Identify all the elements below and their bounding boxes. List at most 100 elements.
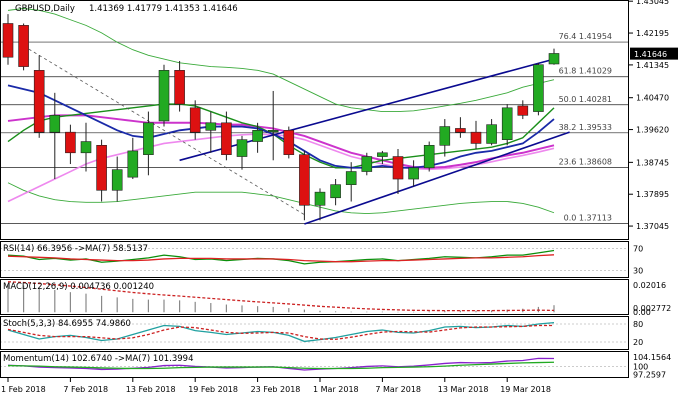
axis-tick-label: 70 bbox=[633, 245, 643, 254]
date-tick-label: 19 Mar 2018 bbox=[500, 385, 551, 394]
axis-tick-label: 80 bbox=[633, 320, 643, 329]
bull-candle bbox=[423, 144, 435, 169]
price-tick-label: 1.37895 bbox=[636, 190, 669, 199]
price-axis: 1.43045 1.42195 1.41345 1.40470 1.39620 1.387… bbox=[629, 0, 678, 231]
momentum-panel: Momentum(14) 102.6740 ->MA(7) 101.3994 bbox=[0, 351, 629, 378]
macd-panel: MACD(12,26,9) 0.004736 0.001240 bbox=[0, 279, 629, 315]
bull-candle bbox=[439, 126, 451, 146]
bear-candle bbox=[174, 70, 185, 105]
envelope-lower-line bbox=[7, 182, 555, 214]
stoch-panel: Stoch(5,3,3) 84.6955 74.9860 bbox=[0, 316, 629, 350]
bull-candle bbox=[377, 152, 388, 157]
momentum-ma-line bbox=[7, 361, 555, 370]
bull-candle bbox=[158, 70, 170, 122]
bear-candle bbox=[470, 131, 482, 144]
macd-title: MACD(12,26,9) 0.004736 0.001240 bbox=[3, 282, 154, 292]
bear-candle bbox=[455, 128, 466, 133]
price-panel: 76.4 1.41954 61.8 1.41029 50.0 1.40281 38.2… bbox=[0, 0, 629, 240]
axis-tick-label: 30 bbox=[633, 267, 643, 276]
bear-candle bbox=[392, 156, 404, 180]
date-tick-label: 13 Mar 2018 bbox=[438, 385, 489, 394]
envelope-upper-line bbox=[7, 8, 555, 113]
bull-candle bbox=[408, 167, 419, 180]
ohlc-values: 1.41369 1.41779 1.41353 1.41646 bbox=[89, 4, 238, 14]
bear-candle bbox=[221, 122, 232, 155]
bull-candle bbox=[548, 53, 560, 65]
price-tick-label: 1.39620 bbox=[636, 126, 669, 135]
bull-candle bbox=[330, 184, 341, 199]
fib-label: 38.2 1.39533 bbox=[559, 123, 612, 132]
bull-candle bbox=[143, 122, 154, 155]
date-tick-label: 7 Mar 2018 bbox=[375, 385, 421, 394]
bull-candle bbox=[501, 107, 513, 140]
bear-candle bbox=[2, 23, 14, 58]
bear-candle bbox=[96, 144, 107, 191]
bear-candle bbox=[517, 105, 529, 116]
bear-candle bbox=[65, 131, 76, 154]
macd-signal-line bbox=[7, 281, 555, 312]
rsi-axis: 70 30 bbox=[633, 245, 643, 276]
bull-candle bbox=[314, 191, 326, 206]
ma-navy-line bbox=[7, 84, 555, 169]
axis-tick-label: 104.1564 bbox=[633, 353, 671, 362]
price-tick-label: 1.37045 bbox=[636, 222, 669, 231]
date-axis: 1 Feb 2018 7 Feb 2018 13 Feb 2018 19 Feb 20… bbox=[1, 378, 551, 394]
bull-candle bbox=[267, 130, 279, 133]
diagonal-dashed-line bbox=[23, 45, 305, 215]
axis-tick-label: 20 bbox=[633, 338, 643, 347]
last-price-label: 1.41646 bbox=[634, 50, 667, 59]
symbol-label: GBPUSD,Daily bbox=[15, 4, 75, 14]
bull-candle bbox=[49, 115, 61, 133]
axis-tick-label: 0.00 bbox=[633, 308, 651, 317]
bear-candle bbox=[283, 130, 295, 155]
bull-candle bbox=[533, 64, 544, 112]
price-tick-label: 1.41345 bbox=[636, 61, 669, 70]
price-tick-label: 1.40470 bbox=[636, 94, 669, 103]
axis-tick-label: 0.002772 bbox=[633, 304, 671, 313]
price-tick-label: 1.38745 bbox=[636, 158, 669, 167]
bull-candle bbox=[345, 171, 357, 185]
axis-tick-label: 0.02016 bbox=[633, 281, 666, 290]
price-tick-label: 1.43045 bbox=[636, 0, 669, 6]
bull-candle bbox=[111, 169, 123, 191]
bull-candle bbox=[205, 122, 217, 131]
bull-candle bbox=[361, 156, 373, 172]
fib-label: 23.6 1.38608 bbox=[559, 157, 612, 166]
stoch-signal-line bbox=[7, 324, 554, 340]
bear-candle bbox=[18, 25, 29, 67]
candles bbox=[2, 14, 560, 221]
bull-candle bbox=[486, 124, 497, 144]
bull-candle bbox=[236, 139, 248, 157]
ma-magenta-line bbox=[7, 114, 555, 169]
date-tick-label: 23 Feb 2018 bbox=[251, 385, 301, 394]
channel-lower-line bbox=[304, 131, 570, 225]
rsi-title: RSI(14) 66.3956 ->MA(7) 58.5137 bbox=[3, 244, 148, 254]
stoch-main-line bbox=[7, 321, 555, 343]
axis-tick-label: 97.2597 bbox=[633, 371, 666, 380]
bull-candle bbox=[252, 130, 263, 142]
rsi-ma-line bbox=[7, 254, 555, 263]
date-tick-label: 1 Mar 2018 bbox=[313, 385, 359, 394]
date-tick-label: 1 Feb 2018 bbox=[1, 385, 46, 394]
bear-candle bbox=[189, 107, 201, 133]
stoch-axis: 80 20 bbox=[633, 320, 643, 347]
fib-label: 50.0 1.40281 bbox=[559, 95, 612, 104]
bull-candle bbox=[127, 150, 139, 178]
fib-label: 0.0 1.37113 bbox=[564, 214, 612, 223]
stoch-title: Stoch(5,3,3) 84.6955 74.9860 bbox=[3, 319, 131, 329]
date-tick-label: 19 Feb 2018 bbox=[188, 385, 238, 394]
bear-candle bbox=[299, 154, 310, 206]
axis-tick-label: 100 bbox=[633, 362, 648, 371]
envelope-lines bbox=[7, 8, 555, 214]
date-tick-label: 13 Feb 2018 bbox=[126, 385, 176, 394]
bull-candle bbox=[80, 141, 92, 154]
fib-label: 61.8 1.41029 bbox=[559, 67, 612, 76]
ma-green-line bbox=[7, 103, 555, 169]
price-tick-label: 1.42195 bbox=[636, 29, 669, 38]
momentum-title: Momentum(14) 102.6740 ->MA(7) 101.3994 bbox=[3, 354, 193, 364]
bear-candle bbox=[33, 70, 45, 133]
rsi-panel: RSI(14) 66.3956 ->MA(7) 58.5137 bbox=[0, 241, 629, 278]
